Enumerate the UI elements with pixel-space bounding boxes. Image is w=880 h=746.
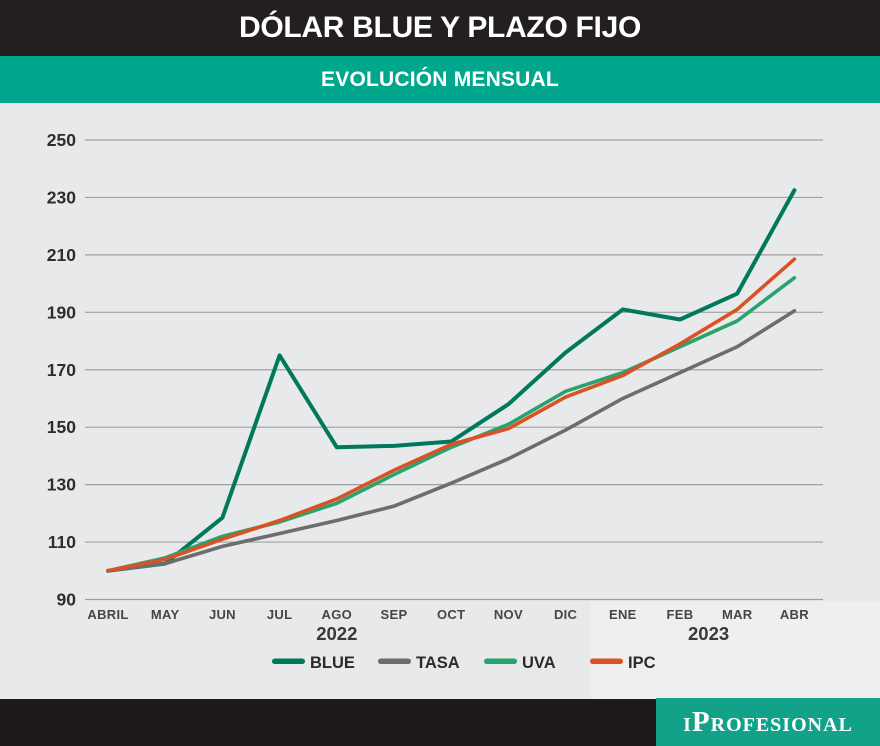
x-axis-month-label: ENE: [609, 607, 637, 622]
y-axis-tick-label: 170: [47, 360, 76, 380]
x-axis-month-label: JUL: [267, 607, 292, 622]
y-axis-tick-label: 250: [47, 130, 76, 150]
brand-logo-text: iProfesional: [683, 705, 853, 738]
y-axis-tick-label: 90: [57, 590, 77, 610]
x-axis-month-label: ABRIL: [87, 607, 128, 622]
x-axis-month-label: MAR: [722, 607, 753, 622]
legend-swatch-uva: [484, 658, 517, 664]
page-title: DÓLAR BLUE Y PLAZO FIJO: [238, 11, 642, 44]
legend-label-uva: UVA: [522, 654, 556, 672]
series-line-tasa: [106, 309, 797, 573]
x-axis-month-label: ABR: [780, 607, 809, 622]
legend-swatch-ipc: [590, 658, 623, 664]
x-axis-month-label: MAY: [151, 607, 180, 622]
year-2023-strip: [591, 601, 880, 699]
y-axis-tick-label: 130: [47, 475, 76, 495]
x-axis-month-label: DIC: [554, 607, 578, 622]
series-line-blue: [106, 188, 797, 573]
page-subtitle: EVOLUCIÓN MENSUAL: [321, 67, 559, 91]
x-axis-year-label: 2022: [316, 623, 357, 644]
footer-bar: iProfesional: [0, 698, 880, 746]
line-chart: 90 110 130 150 170 190 210 230 250 ABRIL MAY JUN JUL…: [47, 130, 880, 699]
x-axis-month-label: NOV: [494, 607, 523, 622]
x-axis-month-label: SEP: [381, 607, 408, 622]
legend-label-blue: BLUE: [310, 654, 355, 672]
x-axis-month-label: JUN: [209, 607, 236, 622]
series-line-ipc: [106, 257, 797, 573]
x-axis-year-label: 2023: [688, 623, 729, 644]
legend-swatch-blue: [272, 658, 305, 664]
y-axis-tick-label: 210: [47, 245, 76, 265]
x-axis-month-label: AGO: [322, 607, 353, 622]
y-axis-tick-label: 110: [48, 532, 76, 552]
x-axis-month-label: OCT: [437, 607, 465, 622]
subtitle-bar: EVOLUCIÓN MENSUAL: [0, 56, 880, 103]
y-axis-tick-label: 190: [47, 302, 76, 322]
legend-label-ipc: IPC: [628, 654, 656, 672]
x-axis-month-label: FEB: [667, 607, 694, 622]
series-line-uva: [106, 276, 797, 573]
legend-label-tasa: TASA: [416, 654, 460, 672]
y-axis-tick-label: 230: [47, 187, 76, 207]
chart-panel: 90 110 130 150 170 190 210 230 250 ABRIL MAY JUN JUL…: [0, 103, 880, 699]
title-bar: DÓLAR BLUE Y PLAZO FIJO: [0, 0, 880, 56]
legend-swatch-tasa: [378, 658, 411, 664]
y-axis-tick-label: 150: [47, 417, 76, 437]
brand-logo: iProfesional: [656, 698, 880, 746]
